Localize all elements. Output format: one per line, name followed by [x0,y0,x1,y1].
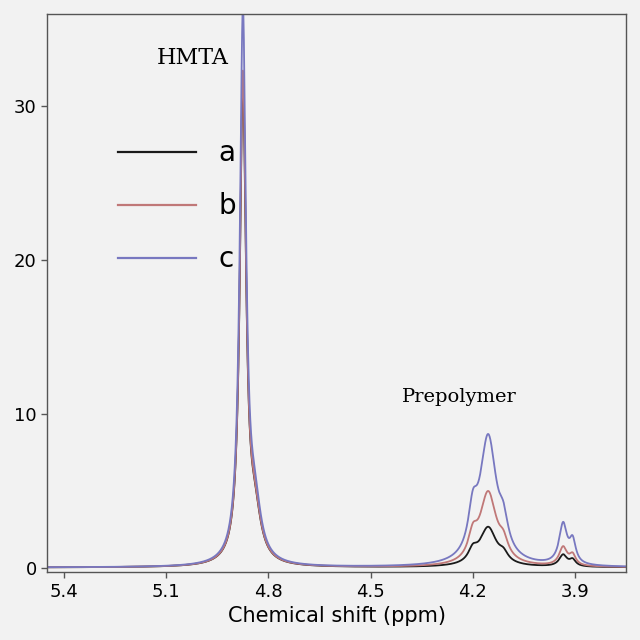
Text: Prepolymer: Prepolymer [403,388,517,406]
X-axis label: Chemical shift (ppm): Chemical shift (ppm) [228,606,445,626]
Text: HMTA: HMTA [157,47,229,69]
Legend: a, b, c: a, b, c [108,128,247,285]
